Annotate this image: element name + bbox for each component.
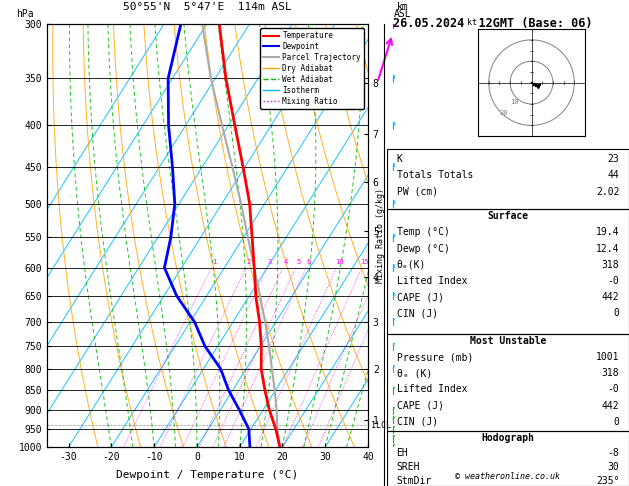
Text: ASL: ASL: [394, 9, 411, 19]
Text: 6: 6: [307, 259, 311, 265]
Text: kt: kt: [467, 18, 477, 27]
Text: 2.02: 2.02: [596, 187, 620, 197]
Text: 12.4: 12.4: [596, 243, 620, 254]
Text: 50°55'N  5°47'E  114m ASL: 50°55'N 5°47'E 114m ASL: [123, 2, 292, 12]
Text: 19.4: 19.4: [596, 227, 620, 238]
Bar: [387, 333, 629, 431]
Text: θₑ(K): θₑ(K): [396, 260, 426, 270]
Text: Dewp (°C): Dewp (°C): [396, 243, 449, 254]
Text: 30: 30: [608, 462, 620, 472]
Text: 318: 318: [602, 368, 620, 378]
Text: 318: 318: [602, 260, 620, 270]
Text: CIN (J): CIN (J): [396, 308, 438, 318]
Text: © weatheronline.co.uk: © weatheronline.co.uk: [455, 472, 560, 481]
Text: 0: 0: [613, 417, 620, 427]
Text: -0: -0: [608, 276, 620, 286]
Text: 15: 15: [360, 259, 369, 265]
Text: Temp (°C): Temp (°C): [396, 227, 449, 238]
Text: EH: EH: [396, 448, 408, 458]
Text: StmDir: StmDir: [396, 476, 431, 486]
Text: -0: -0: [608, 384, 620, 395]
Text: CIN (J): CIN (J): [396, 417, 438, 427]
Text: 26.05.2024  12GMT (Base: 06): 26.05.2024 12GMT (Base: 06): [393, 17, 593, 30]
Text: 44: 44: [608, 170, 620, 180]
Text: θₑ (K): θₑ (K): [396, 368, 431, 378]
Text: Lifted Index: Lifted Index: [396, 276, 467, 286]
Text: CAPE (J): CAPE (J): [396, 292, 443, 302]
Text: Most Unstable: Most Unstable: [470, 336, 546, 346]
Bar: [387, 431, 629, 486]
Text: 235°: 235°: [596, 476, 620, 486]
Text: -8: -8: [608, 448, 620, 458]
Text: 442: 442: [602, 292, 620, 302]
Text: 5: 5: [296, 259, 301, 265]
Text: K: K: [396, 154, 403, 164]
Text: 2: 2: [247, 259, 251, 265]
X-axis label: Dewpoint / Temperature (°C): Dewpoint / Temperature (°C): [116, 470, 299, 480]
Text: SREH: SREH: [396, 462, 420, 472]
Text: Pressure (mb): Pressure (mb): [396, 352, 473, 362]
Text: PW (cm): PW (cm): [396, 187, 438, 197]
Text: CAPE (J): CAPE (J): [396, 400, 443, 411]
Text: 3: 3: [268, 259, 272, 265]
Text: Lifted Index: Lifted Index: [396, 384, 467, 395]
Text: Hodograph: Hodograph: [481, 433, 535, 443]
Legend: Temperature, Dewpoint, Parcel Trajectory, Dry Adiabat, Wet Adiabat, Isotherm, Mi: Temperature, Dewpoint, Parcel Trajectory…: [260, 28, 364, 109]
Text: 442: 442: [602, 400, 620, 411]
Text: hPa: hPa: [16, 9, 33, 19]
Text: 10: 10: [510, 99, 519, 105]
Text: 1LCL: 1LCL: [371, 421, 391, 430]
Text: 20: 20: [499, 110, 508, 116]
Text: 4: 4: [284, 259, 288, 265]
Bar: [387, 149, 629, 209]
Text: Totals Totals: Totals Totals: [396, 170, 473, 180]
Text: km: km: [397, 2, 408, 12]
Text: Surface: Surface: [487, 211, 528, 221]
Text: 23: 23: [608, 154, 620, 164]
Text: 1001: 1001: [596, 352, 620, 362]
Text: Mixing Ratio (g/kg): Mixing Ratio (g/kg): [376, 188, 385, 283]
Text: 0: 0: [613, 308, 620, 318]
Text: 10: 10: [335, 259, 343, 265]
Bar: [387, 209, 629, 333]
Text: 1: 1: [212, 259, 216, 265]
